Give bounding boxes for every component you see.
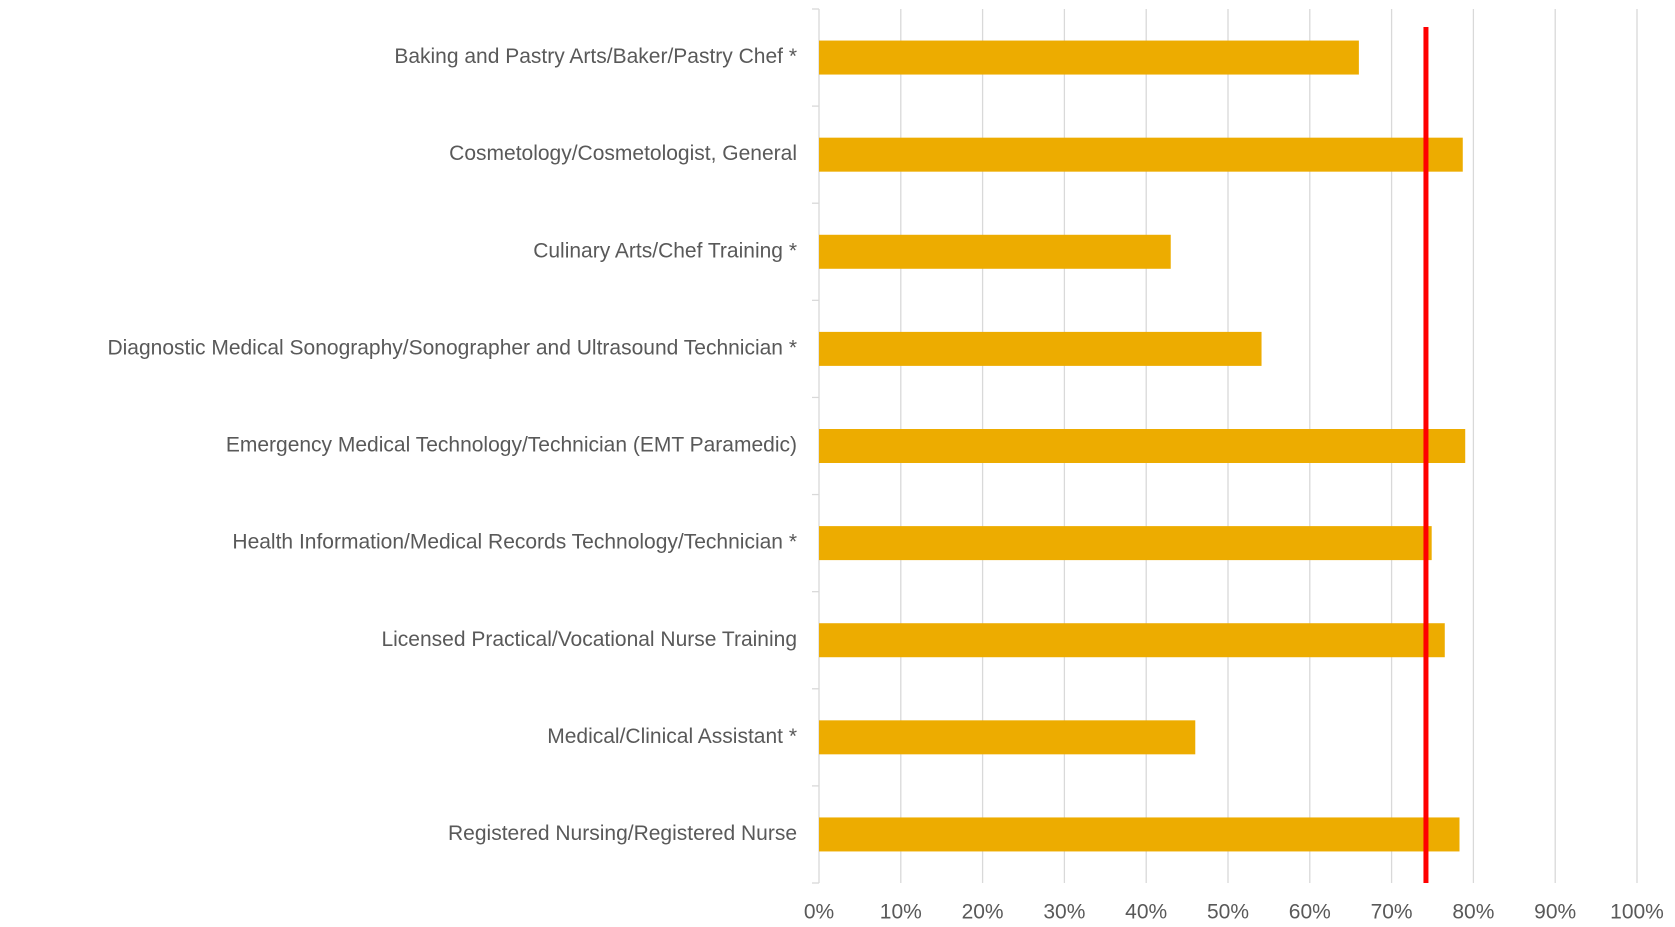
bar xyxy=(819,234,1171,269)
y-tick-label: Registered Nursing/Registered Nurse xyxy=(448,822,797,845)
x-tick-label: 60% xyxy=(1289,901,1331,924)
x-tick-label: 90% xyxy=(1534,901,1576,924)
y-tick-label: Cosmetology/Cosmetologist, General xyxy=(449,142,797,165)
bar xyxy=(819,331,1262,366)
x-tick-label: 0% xyxy=(804,901,834,924)
bar xyxy=(819,40,1359,75)
bar xyxy=(819,623,1445,658)
y-tick-label: Baking and Pastry Arts/Baker/Pastry Chef… xyxy=(394,45,797,68)
bar xyxy=(819,720,1196,755)
y-tick-label: Diagnostic Medical Sonography/Sonographe… xyxy=(107,336,797,359)
y-tick-label: Licensed Practical/Vocational Nurse Trai… xyxy=(381,628,797,651)
x-tick-label: 50% xyxy=(1207,901,1249,924)
x-tick-label: 100% xyxy=(1610,901,1664,924)
x-tick-label: 70% xyxy=(1371,901,1413,924)
y-tick-label: Medical/Clinical Assistant * xyxy=(547,725,797,748)
x-tick-label: 20% xyxy=(962,901,1004,924)
y-tick-label: Culinary Arts/Chef Training * xyxy=(533,239,797,262)
x-tick-label: 10% xyxy=(880,901,922,924)
x-tick-label: 80% xyxy=(1452,901,1494,924)
bar xyxy=(819,429,1466,463)
bar xyxy=(819,526,1432,561)
y-tick-label: Health Information/Medical Records Techn… xyxy=(232,531,797,554)
y-tick-label: Emergency Medical Technology/Technician … xyxy=(226,434,797,457)
x-tick-label: 40% xyxy=(1125,901,1167,924)
bar xyxy=(819,137,1463,172)
bar xyxy=(819,817,1460,852)
x-tick-label: 30% xyxy=(1043,901,1085,924)
